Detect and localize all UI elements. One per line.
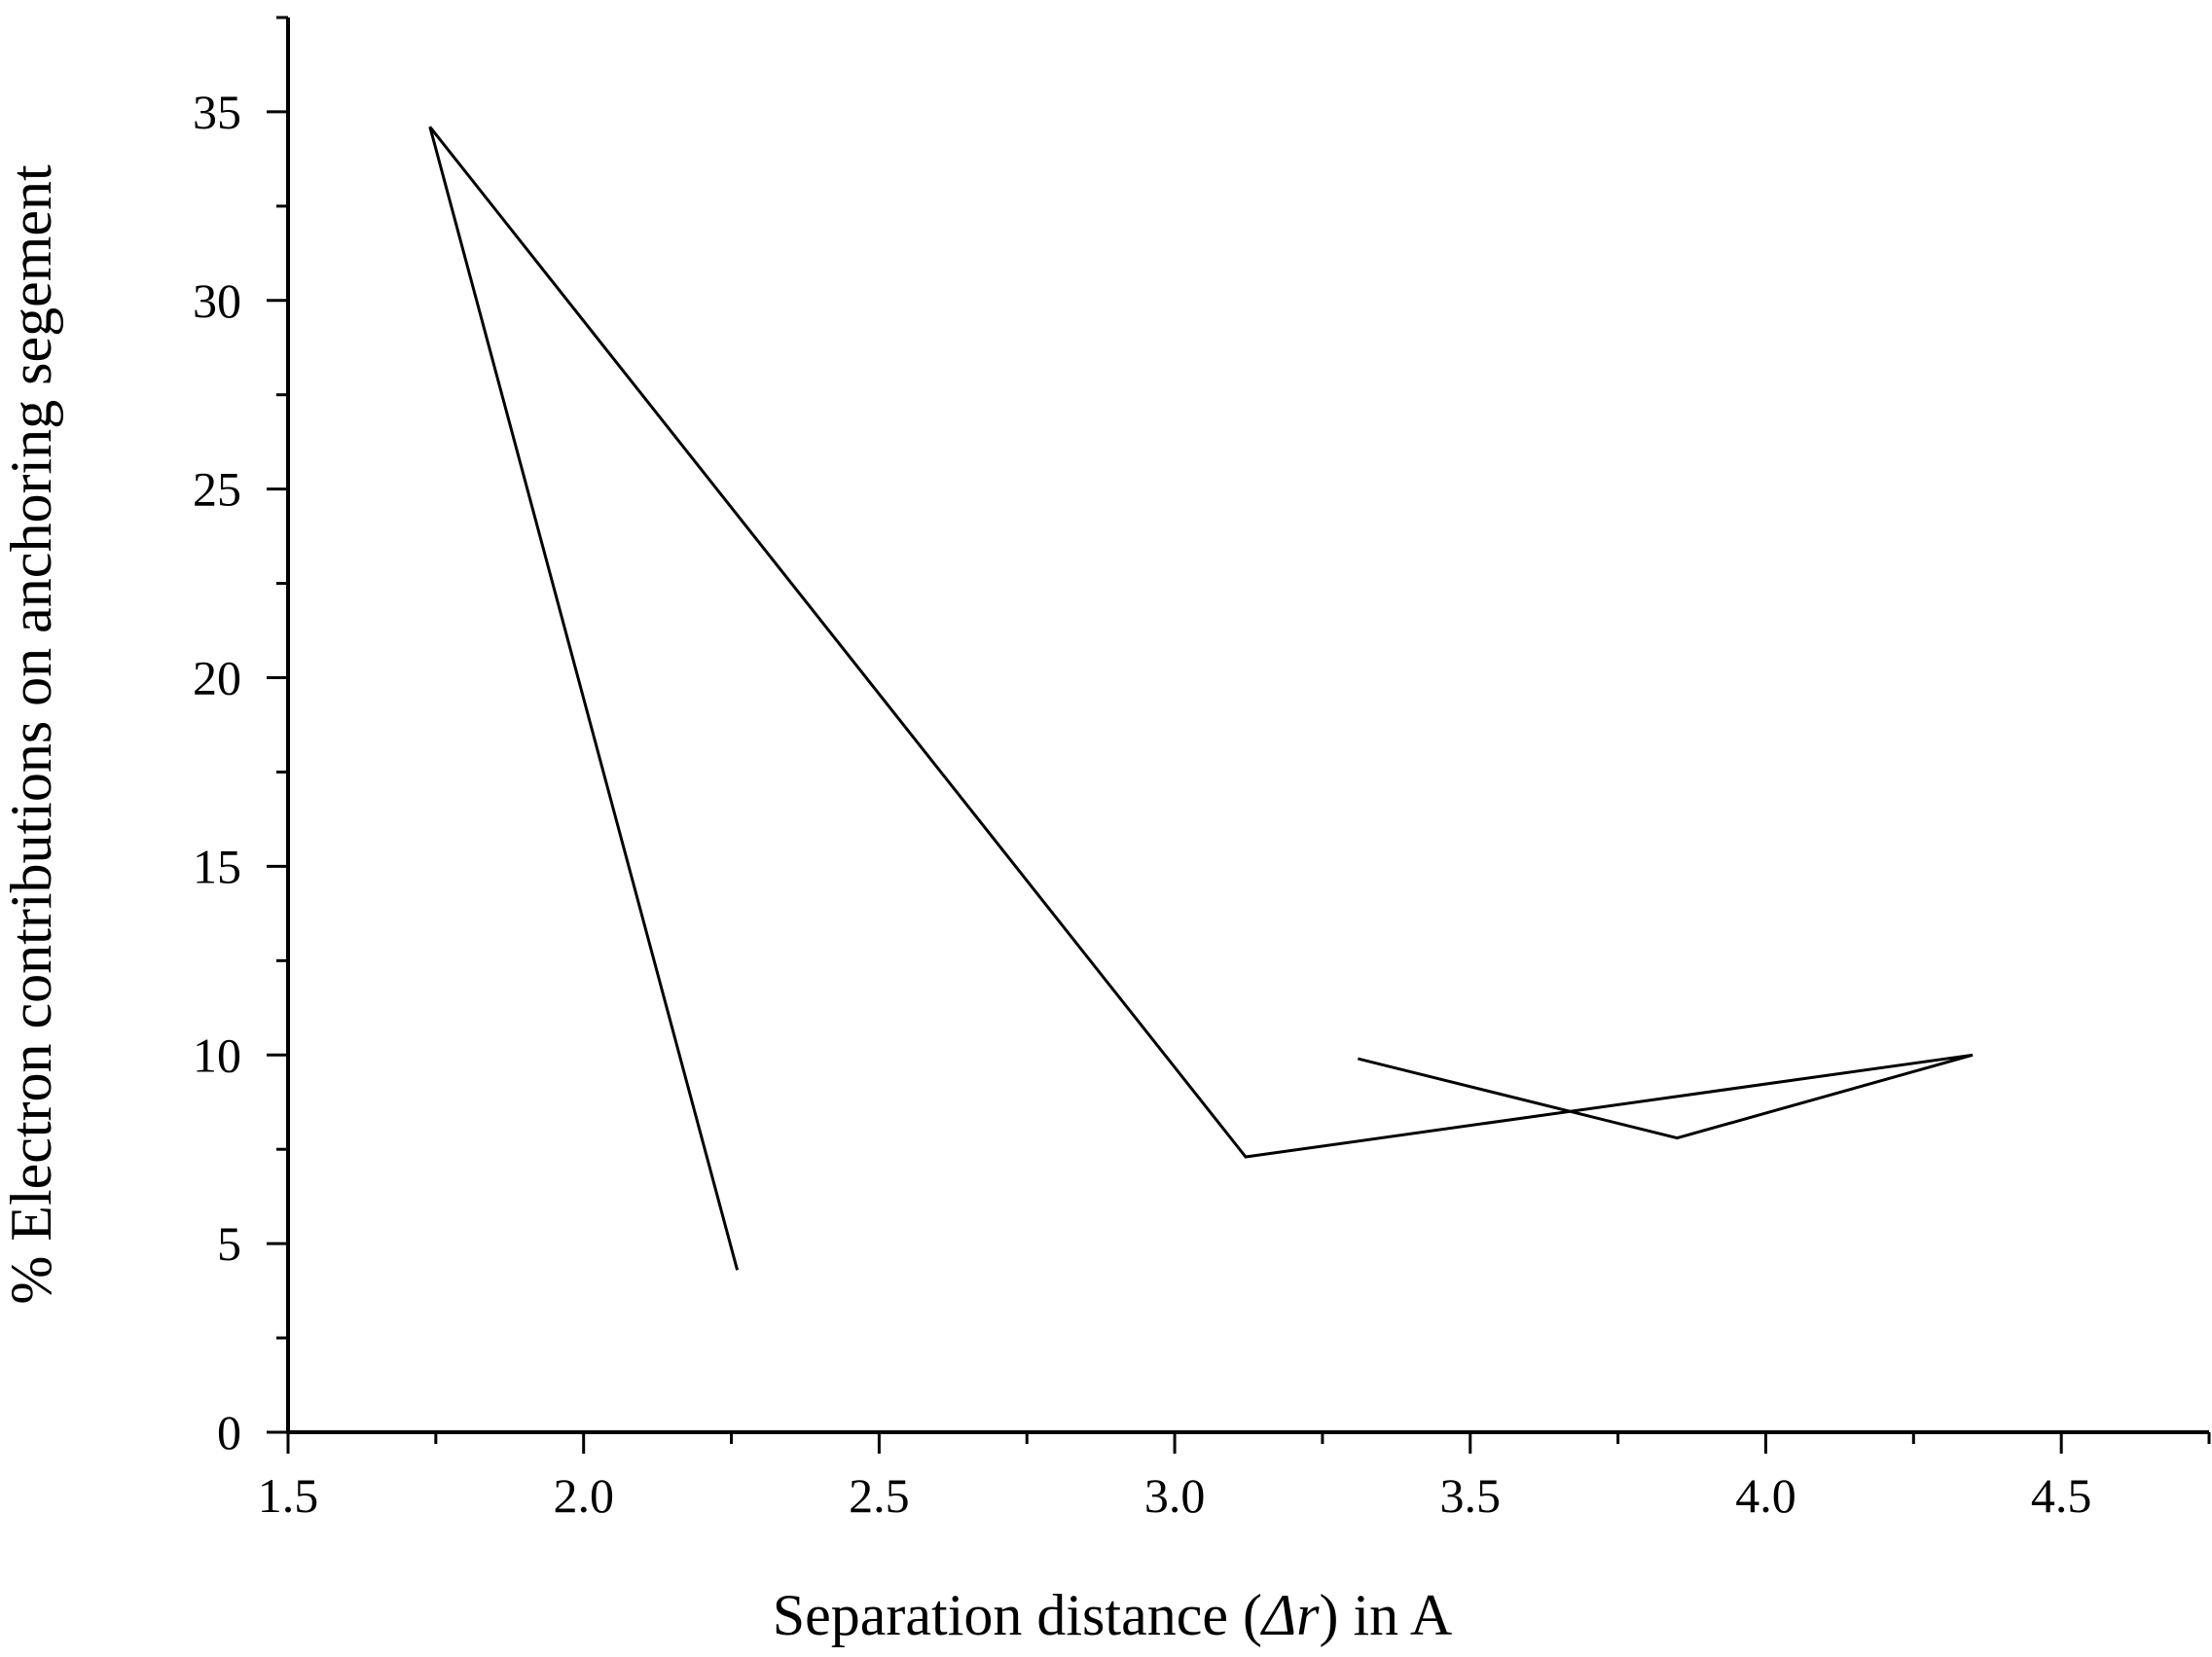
y-axis-title: % Electron contributions on anchoring se… bbox=[0, 164, 63, 1305]
x-axis-title: Separation distance (Δr) in A bbox=[773, 1583, 1452, 1647]
x-axis-title-suffix: ) in A bbox=[1320, 1583, 1453, 1647]
y-tick-label: 0 bbox=[217, 1405, 241, 1459]
x-tick-label: 4.0 bbox=[1735, 1468, 1796, 1523]
series-line bbox=[428, 126, 1974, 1271]
y-tick-label: 35 bbox=[193, 85, 241, 139]
y-tick-label: 25 bbox=[193, 462, 241, 517]
x-axis-title-prefix: Separation distance ( bbox=[773, 1583, 1262, 1647]
x-tick-label: 1.5 bbox=[258, 1468, 319, 1523]
series bbox=[428, 126, 1974, 1271]
tick-labels: 0 5 10 15 20 25 30 35 1.5 2.0 2.5 3.0 3.5 4.0 4.5 bbox=[193, 85, 2091, 1523]
x-tick-label: 3.5 bbox=[1440, 1468, 1502, 1523]
axes bbox=[286, 18, 2209, 1434]
x-tick-label: 2.5 bbox=[849, 1468, 910, 1523]
x-tick-label: 2.0 bbox=[553, 1468, 614, 1523]
y-tick-label: 5 bbox=[217, 1216, 241, 1271]
y-tick-label: 10 bbox=[193, 1027, 241, 1082]
y-tick-label: 20 bbox=[193, 651, 241, 705]
y-tick-label: 15 bbox=[193, 839, 241, 893]
x-tick-label: 4.5 bbox=[2031, 1468, 2092, 1523]
x-tick-label: 3.0 bbox=[1144, 1468, 1206, 1523]
tick-marks bbox=[267, 16, 2211, 1454]
x-axis-title-symbol: Δr bbox=[1260, 1583, 1320, 1647]
y-tick-label: 30 bbox=[193, 273, 241, 328]
